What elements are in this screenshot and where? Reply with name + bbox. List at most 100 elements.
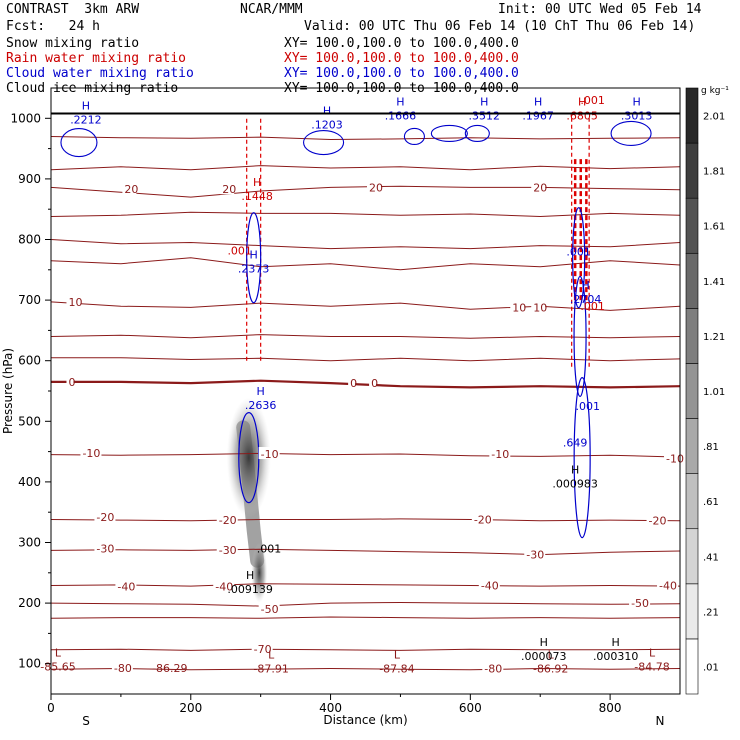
low-cloud-contour-4 <box>464 124 490 142</box>
low-cloud-contour-0 <box>60 127 98 158</box>
colorbar-swatch-2 <box>685 528 699 585</box>
ytick-label-900: 900 <box>18 172 41 186</box>
colorbar-label-8: 1.61 <box>703 222 725 233</box>
extremum-value-17: .001 <box>227 244 252 257</box>
extremum-value-22: .1666 <box>385 109 417 122</box>
legend-snow: Snow mixing ratio <box>6 36 140 51</box>
legend-rain: Rain water mixing ratio <box>6 51 187 66</box>
isotherm-label-0-1: 0 <box>350 377 357 390</box>
header-program: CONTRAST 3km ARW <box>6 3 139 17</box>
program-name: CONTRAST <box>6 2 69 17</box>
isotherm-label--20-2: -20 <box>474 513 492 526</box>
extremum-mark-0: L <box>55 647 62 660</box>
extremum-value-21: .1203 <box>311 118 343 131</box>
isotherm-label-bg <box>489 447 511 460</box>
extremum-mark-24: H <box>534 95 542 108</box>
extremum-value-19: .1448 <box>241 190 273 203</box>
extremum-value-18: .001 <box>566 246 591 259</box>
colorbar-swatch-0 <box>685 638 699 695</box>
ytick-label-300: 300 <box>18 536 41 550</box>
model-name: 3km ARW <box>84 2 140 17</box>
isotherm-label--30-1: -30 <box>219 544 237 557</box>
extremum-value-25: .6805 <box>566 109 598 122</box>
legend-cloud-water: Cloud water mixing ratio <box>6 66 194 81</box>
isotherm-label-bg <box>216 542 238 555</box>
isotherm-label-0-0: 0 <box>68 376 75 389</box>
colorbar-swatch-1 <box>685 583 699 640</box>
isotherm-label-bg <box>629 596 651 609</box>
extremum-mark-21: H <box>323 104 331 117</box>
colorbar-label-5: 1.01 <box>703 387 725 398</box>
extremum-value-7: .000310 <box>593 650 639 663</box>
isotherm-label-bg <box>66 294 81 307</box>
xtick-label-0: 0 <box>47 701 55 715</box>
isotherm-label-bg <box>66 374 74 387</box>
colorbar-label-2: .41 <box>703 552 719 563</box>
xtick-label-600: 600 <box>459 701 482 715</box>
extremum-mark-5: L <box>649 647 656 660</box>
isotherm-label-bg <box>216 513 238 526</box>
isotherm--70 <box>51 648 680 651</box>
end-label-north: N <box>656 714 665 728</box>
isotherm-label-10-2: 10 <box>533 301 547 314</box>
extremum-mark-10: H <box>571 464 579 477</box>
colorbar-label-0: .01 <box>703 662 719 673</box>
isotherm-label-bg <box>94 510 116 523</box>
isotherm-label-20-3: 20 <box>533 181 547 194</box>
isotherm-label-0-2: 0 <box>371 377 378 390</box>
fcst-value: 24 h <box>68 19 100 34</box>
extremum-value-11: .2636 <box>245 399 277 412</box>
isotherm-label-bg <box>482 661 504 674</box>
end-label-south: S <box>82 714 90 728</box>
low-cloud-contour-5 <box>610 120 652 146</box>
colorbar-label-3: .61 <box>703 497 719 508</box>
extremum-value-1: -86.29 <box>152 662 187 675</box>
contour-label-layer: -80 -80 -70 -50 -50 -40 -40 -40 -40 -30 -30 -30 -20 -… <box>40 94 686 676</box>
isotherm-label-bg <box>471 512 493 525</box>
isotherm-label-bg <box>94 541 116 554</box>
isotherm-label--20-1: -20 <box>219 514 237 527</box>
extremum-mark-26: H <box>633 95 641 108</box>
isotherm-label-bg <box>258 447 280 460</box>
isotherm-label-bg <box>531 180 546 193</box>
extremum-value-14: .2373 <box>238 263 270 276</box>
isotherm-label-bg <box>348 376 356 389</box>
temperature-line-6 <box>51 136 680 141</box>
xtick-label-200: 200 <box>179 701 202 715</box>
ytick-label-500: 500 <box>18 414 41 428</box>
extremum-mark-6: H <box>540 636 548 649</box>
extremum-mark-7: H <box>612 636 620 649</box>
extremum-mark-19: H <box>253 176 261 189</box>
snow-blob-shade <box>226 397 271 518</box>
isotherm--40 <box>51 583 680 587</box>
extremum-mark-11: H <box>257 385 265 398</box>
isotherm-label--30-2: -30 <box>526 549 544 562</box>
legend-cloud-water-xy: XY= 100.0,100.0 to 100.0,400.0 <box>284 66 519 81</box>
extremum-mark-23: H <box>480 95 488 108</box>
isotherm-label-bg <box>646 513 668 526</box>
isotherm-label-bg <box>80 445 102 458</box>
extremum-value-4: -86.92 <box>533 663 568 676</box>
low-cloud-contour-1 <box>303 129 345 156</box>
snow-shading-layer <box>226 397 271 603</box>
isotherm--10 <box>51 452 680 458</box>
xtick-label-400: 400 <box>319 701 342 715</box>
extremum-value-5: -84.78 <box>634 661 669 674</box>
isotherm--80 <box>51 667 680 671</box>
isotherm-label-bg <box>510 300 525 313</box>
isotherm--20 <box>51 518 680 522</box>
x-axis-title: Distance (km) <box>323 713 407 727</box>
colorbar-label-6: 1.21 <box>703 332 725 343</box>
extremum-value-10: .000983 <box>552 478 598 491</box>
fcst-label: Fcst: <box>6 19 46 34</box>
extremum-value-0: -85.65 <box>40 661 75 674</box>
header-fcst: Fcst: 24 h <box>6 20 100 34</box>
isotherm-label-bg <box>251 642 273 655</box>
extremum-mark-15: H <box>582 279 590 292</box>
isotherm-label-bg <box>220 182 235 195</box>
isotherm-label--40-1: -40 <box>215 581 233 594</box>
isotherm-label--70-0: -70 <box>254 643 272 656</box>
isotherm-label-bg <box>258 602 280 615</box>
legend-snow-xy: XY= 100.0,100.0 to 100.0,400.0 <box>284 36 519 51</box>
